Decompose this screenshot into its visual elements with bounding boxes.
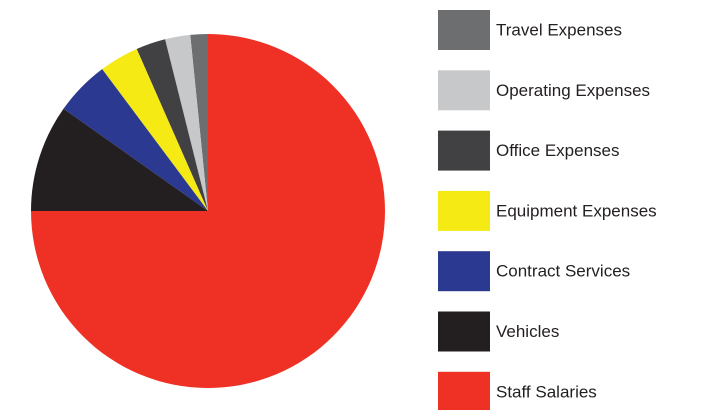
- legend-swatch: [438, 311, 490, 352]
- legend-swatch: [438, 70, 490, 111]
- legend-label: Contract Services: [496, 262, 630, 281]
- legend-swatch: [438, 10, 490, 50]
- legend-swatch: [438, 130, 490, 171]
- legend-label: Equipment Expenses: [496, 201, 657, 220]
- pie-slice: [136, 39, 208, 211]
- legend-swatch: [438, 190, 490, 231]
- legend-swatch: [438, 371, 490, 410]
- pie-slice: [31, 34, 385, 388]
- legend-label: Staff Salaries: [496, 382, 597, 401]
- legend-label: Travel Expenses: [496, 20, 622, 39]
- legend-label: Vehicles: [496, 322, 559, 341]
- pie-slice: [102, 49, 208, 211]
- pie-slice: [63, 69, 209, 211]
- legend-swatch: [438, 251, 490, 292]
- legend-label: Operating Expenses: [496, 81, 650, 100]
- pie-slice: [31, 108, 208, 211]
- pie-slice: [190, 34, 208, 211]
- legend-label: Office Expenses: [496, 141, 619, 160]
- pie-slice: [165, 34, 208, 211]
